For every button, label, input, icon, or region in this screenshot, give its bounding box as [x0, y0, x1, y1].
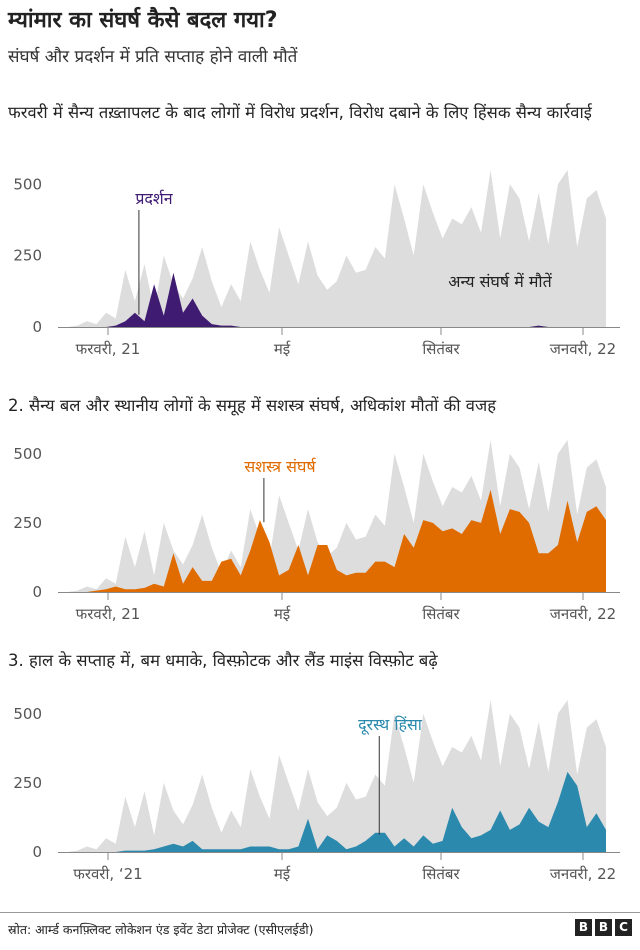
- series-total-area: [58, 170, 606, 327]
- x-tick-label: मई: [274, 605, 291, 623]
- x-tick-label: मई: [274, 340, 291, 358]
- highlight-series-label: दूरस्थ हिंसा: [358, 715, 423, 735]
- x-tick-label: सितंबर: [422, 340, 460, 358]
- panel-2-title: 2. सैन्य बल और स्थानीय लोगों के समूह में…: [8, 396, 496, 415]
- y-tick-label: 0: [32, 318, 42, 336]
- x-tick-label: मई: [274, 865, 291, 883]
- panel-3-chart: 0 250 500 फरवरी, ‘21 मई सितंबर जनवरी, 22 दूरस्थ…: [13, 700, 620, 883]
- x-tick-label: फरवरी, 21: [76, 605, 141, 623]
- panel-1-chart: 0 250 500 फरवरी, 21 मई सितंबर जनवरी, 22 प्रदर्श…: [13, 170, 620, 358]
- highlight-series-label: प्रदर्शन: [135, 189, 173, 208]
- y-tick-label: 0: [32, 583, 42, 601]
- chart-title: म्यांमार का संघर्ष कैसे बदल गया?: [8, 8, 278, 33]
- bbc-logo: B B C: [575, 919, 632, 936]
- panel-3-title: 3. हाल के सप्ताह में, बम धमाके, विस्फ़ोट…: [8, 651, 438, 670]
- total-series-label: अन्य संघर्ष में मौतें: [448, 272, 552, 291]
- bbc-logo-letter: B: [595, 919, 612, 936]
- x-tick-label: सितंबर: [422, 605, 460, 623]
- x-tick-label: फरवरी, ‘21: [73, 865, 142, 883]
- footer-divider: [0, 912, 640, 913]
- y-tick-label: 500: [13, 445, 42, 463]
- y-tick-label: 500: [13, 175, 42, 193]
- series-highlight-area: [58, 489, 606, 592]
- x-tick-label: सितंबर: [422, 865, 460, 883]
- source-note: स्रोत: आर्म्ड कनफ़्लिक्ट लोकेशन एंड इवें…: [8, 922, 314, 937]
- series-total-area: [58, 700, 606, 852]
- x-tick-label: फरवरी, 21: [76, 340, 141, 358]
- y-tick-label: 250: [13, 774, 42, 792]
- y-tick-label: 0: [32, 843, 42, 861]
- panel-1-title: फरवरी में सैन्य तख़्तापलट के बाद लोगों म…: [8, 103, 592, 122]
- y-tick-label: 250: [13, 247, 42, 265]
- bbc-logo-letter: C: [615, 919, 632, 936]
- highlight-series-label: सशस्त्र संघर्ष: [244, 457, 316, 476]
- y-tick-label: 500: [13, 705, 42, 723]
- x-tick-label: जनवरी, 22: [550, 865, 616, 883]
- x-tick-label: जनवरी, 22: [550, 605, 616, 623]
- series-highlight-area: [58, 272, 606, 327]
- y-tick-label: 250: [13, 514, 42, 532]
- bbc-logo-letter: B: [575, 919, 592, 936]
- panel-2-chart: 0 250 500 फरवरी, 21 मई सितंबर जनवरी, 22 सशस्त्र…: [13, 440, 620, 623]
- series-highlight-area: [58, 771, 606, 852]
- x-tick-label: जनवरी, 22: [550, 340, 616, 358]
- chart-subtitle: संघर्ष और प्रदर्शन में प्रति सप्ताह होने…: [8, 47, 298, 67]
